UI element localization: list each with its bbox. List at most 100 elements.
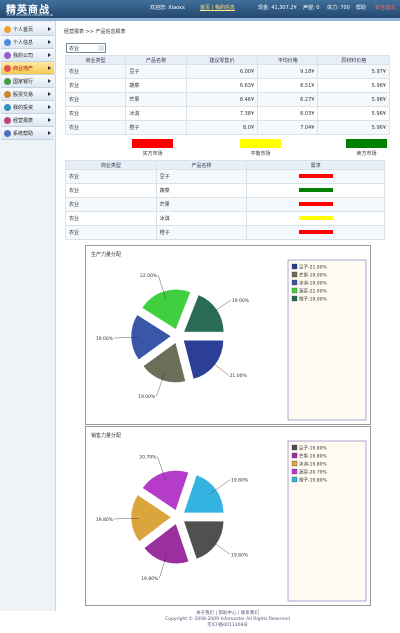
legend-box — [287, 259, 367, 421]
welcome: 欢迎您: Xiaoxx — [150, 5, 185, 11]
top-links[interactable]: 首页 | 我的信息 — [200, 5, 235, 11]
menu-arrow — [48, 118, 51, 122]
legend-label: 冰淇-19.00% — [299, 280, 328, 287]
legend-swatch — [291, 468, 298, 475]
menu-arrow — [48, 131, 51, 135]
legend-label: 橙子-19.80% — [299, 477, 328, 484]
menu-icon — [4, 116, 11, 124]
slice-label: 21.00% — [230, 373, 248, 379]
leader-line — [159, 554, 167, 579]
table-cell: 8.0¥ — [185, 120, 259, 135]
menu-arrow — [48, 66, 51, 70]
legend-label: 蔬菜-22.00% — [299, 288, 328, 295]
legend-swatch — [291, 295, 298, 302]
table-cell: 橙子 — [155, 225, 248, 240]
menu-label: 我的投资 — [13, 105, 34, 111]
demand-bar — [298, 174, 333, 178]
legend-label: 蔬菜-20.79% — [299, 469, 328, 476]
menu-label: 商业地产 — [13, 66, 34, 72]
menu-icon — [4, 90, 11, 98]
help-link[interactable]: 帮助 — [356, 5, 367, 11]
table-row: 农业 冰淇 7.38¥ 8.03¥ 5.96¥ — [64, 106, 390, 121]
menu-icon — [4, 51, 11, 59]
top-bar — [0, 0, 400, 18]
market-label: 买方市场 — [142, 151, 163, 157]
pie-slice — [183, 294, 225, 333]
legend-label: 豆子-19.80% — [299, 445, 328, 452]
slice-label: 19.80% — [231, 552, 249, 558]
menu-item[interactable]: 我的投资 — [1, 101, 54, 114]
table-cell: 农业 — [65, 183, 157, 198]
menu-label: 个人首页 — [13, 27, 34, 33]
type-select[interactable]: 农业 — [66, 43, 106, 53]
chart-title: 销售力量分配 — [91, 432, 121, 439]
demand-bar — [298, 188, 333, 192]
table-row: 农业 芒果 — [65, 197, 385, 212]
table-cell: 8.46¥ — [185, 92, 259, 107]
market-color — [240, 139, 281, 148]
leader-line — [157, 456, 166, 481]
menu-item[interactable]: 国家银行 — [1, 75, 54, 88]
menu-item[interactable]: 个人首页 — [1, 23, 54, 36]
leader-line — [209, 479, 231, 495]
table-cell: 5.96¥ — [317, 92, 390, 107]
menu-icon — [4, 38, 11, 46]
table-row: 农业 豆子 — [65, 169, 385, 184]
header-cell: 产品名称 — [155, 160, 248, 170]
menu-item[interactable]: 商业地产 — [1, 62, 54, 75]
leader-line — [209, 539, 231, 555]
demand-cell — [246, 225, 385, 240]
legend-label: 橙子-19.00% — [299, 296, 328, 303]
icp: 京ICP备0011308号 — [207, 623, 248, 628]
table-cell: 农业 — [65, 169, 157, 184]
table-cell: 橙子 — [125, 120, 187, 135]
menu-label: 股票交易 — [13, 92, 34, 98]
demand-cell — [246, 197, 385, 212]
footer: 关于我们 | 帮助中心 | 联系我们 Copyright © 2008-2009… — [55, 611, 400, 629]
sub-bar — [0, 18, 400, 21]
menu-label: 系统帮助 — [13, 131, 34, 137]
slice-label: 19.00% — [138, 394, 156, 400]
logout-link[interactable]: 安全退出 — [375, 5, 396, 11]
menu-arrow — [48, 105, 51, 109]
menu-item[interactable]: 个人信息 — [1, 36, 54, 49]
menu-icon — [4, 129, 11, 137]
demand-table: 商业类型 产品名称 需求 农业 豆子 农业 蔬菜 农业 芒果 农业 冰淇 农业 橙子 — [65, 160, 385, 240]
table-cell: 6.00¥ — [185, 64, 259, 79]
menu-item[interactable]: 我的公司 — [1, 49, 54, 62]
legend-label: 芒果-19.80% — [299, 453, 328, 460]
slice-label: 19.80% — [231, 478, 249, 484]
table-cell: 9.18¥ — [257, 64, 319, 79]
demand-cell — [246, 169, 385, 184]
menu-item[interactable]: 经营报表 — [1, 114, 54, 127]
product-table: 商业类型 产品名称 建议零售价 平均价格 原材料价格 农业 豆子 6.00¥ 9.18¥ 5.97… — [64, 55, 390, 135]
footer-links[interactable]: 关于我们 | 帮助中心 | 联系我们 — [196, 611, 259, 616]
table-cell: 7.04¥ — [257, 120, 319, 135]
demand-bar — [298, 216, 333, 220]
leader-line — [114, 337, 140, 339]
header-cell: 平均价格 — [257, 55, 319, 65]
menu-label: 个人信息 — [13, 40, 34, 46]
table-cell: 5.97¥ — [317, 64, 390, 79]
table-cell: 冰淇 — [155, 211, 248, 226]
table-cell: 农业 — [64, 78, 127, 93]
legend-swatch — [291, 263, 298, 270]
menu-icon — [4, 103, 11, 111]
slice-label: 20.79% — [139, 454, 157, 460]
table-row: 农业 蔬菜 — [65, 183, 385, 198]
slice-label: 19.80% — [141, 576, 159, 582]
menu-arrow — [48, 53, 51, 57]
chart-panel: 销售力量分配 19.80% 19.80% 19.80% 20.79% 19.80% 豆子-1… — [85, 426, 371, 606]
legend-box — [287, 440, 367, 602]
legend-swatch — [291, 476, 298, 483]
select-value: 农业 — [69, 46, 80, 52]
menu-item[interactable]: 系统帮助 — [1, 127, 54, 140]
header-cell: 产品名称 — [125, 55, 187, 65]
table-row: 农业 豆子 6.00¥ 9.18¥ 5.97¥ — [64, 64, 390, 79]
table-cell: 5.96¥ — [317, 106, 390, 121]
demand-cell — [246, 183, 385, 198]
menu-item[interactable]: 股票交易 — [1, 88, 54, 101]
select-arrow — [98, 45, 104, 51]
header-cell: 需求 — [246, 160, 385, 170]
